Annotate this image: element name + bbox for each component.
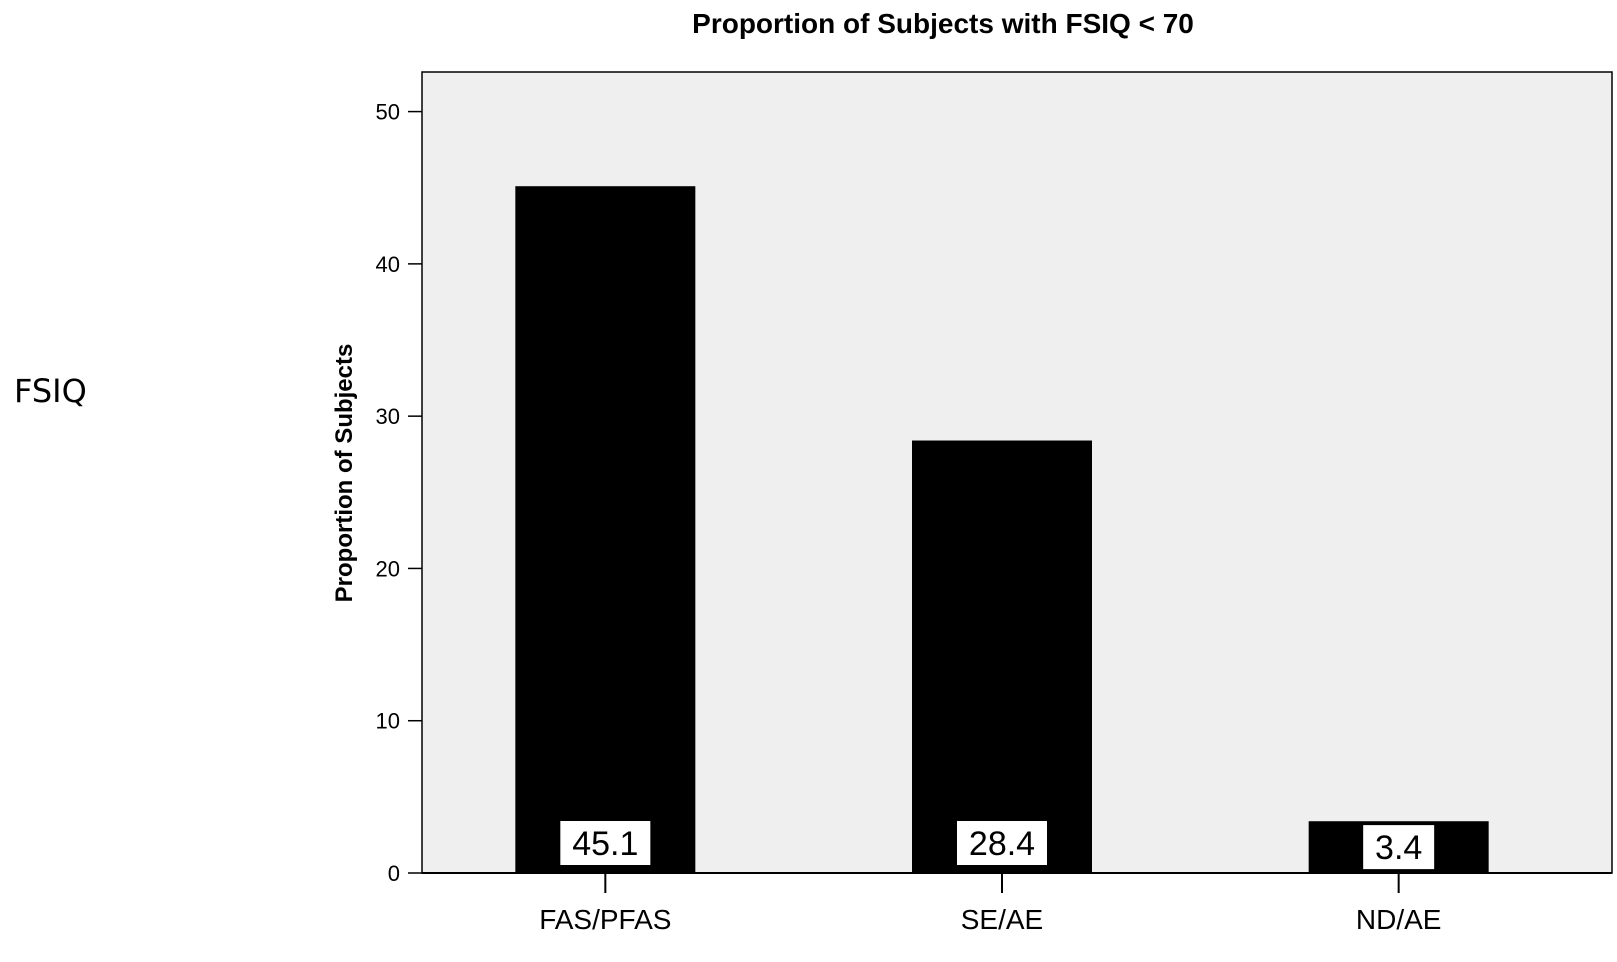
data-label-box <box>1363 825 1435 870</box>
y-axis-title: Proportion of Subjects <box>331 344 358 603</box>
y-tick-label: 50 <box>376 100 400 125</box>
bar-fas-pfas <box>515 186 696 873</box>
x-tick-label: FAS/PFAS <box>539 904 671 935</box>
y-tick-label: 30 <box>376 404 400 429</box>
y-tick-label: 10 <box>376 709 400 734</box>
y-tick-label: 20 <box>376 556 400 581</box>
side-label: FSIQ <box>14 372 87 410</box>
y-tick-label: 0 <box>388 861 400 886</box>
data-label: 3.4 <box>1375 829 1422 867</box>
data-label: 28.4 <box>969 825 1035 863</box>
x-tick-label: ND/AE <box>1356 904 1442 935</box>
bar-se-ae <box>912 440 1092 873</box>
x-tick-label: SE/AE <box>961 904 1043 935</box>
data-label-box <box>560 821 651 865</box>
data-label-box <box>957 821 1047 865</box>
plot-area: 0 10 20 30 40 50 FAS/PFAS 45.1 SE/AE 28.4 ND/AE 3.4 <box>376 71 1613 935</box>
y-tick-label: 40 <box>376 252 400 277</box>
chart-title: Proportion of Subjects with FSIQ < 70 <box>692 8 1194 39</box>
data-label: 45.1 <box>572 825 638 863</box>
